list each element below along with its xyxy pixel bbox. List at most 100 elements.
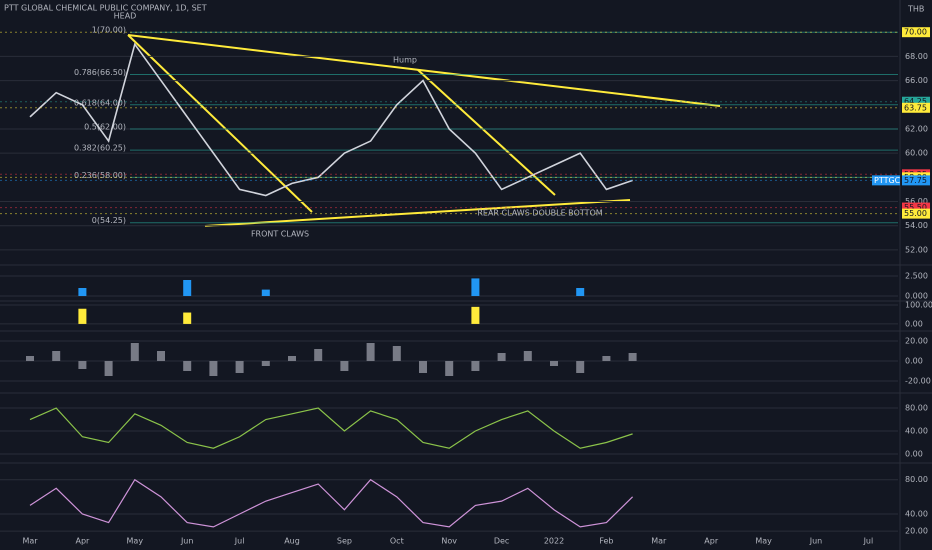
bar — [52, 351, 61, 361]
x-tick-label: Feb — [599, 537, 613, 546]
y-tick-label: 0.00 — [905, 357, 923, 366]
x-tick-label: Nov — [441, 537, 457, 546]
price-label: 70.00 — [904, 28, 927, 37]
price-badge — [902, 27, 930, 38]
x-tick-label: Jun — [180, 537, 194, 546]
series-line — [29, 407, 633, 449]
y-tick-label: 60.00 — [905, 149, 928, 158]
price-badge — [902, 175, 930, 186]
currency: THB — [907, 5, 924, 14]
bar — [497, 353, 506, 361]
bar — [235, 361, 244, 373]
series-line — [29, 478, 634, 528]
fib-label: 0.786(66.50) — [74, 68, 126, 77]
trend-line — [127, 34, 313, 213]
bar — [523, 351, 532, 361]
price-label: 64.25 — [904, 97, 927, 106]
y-tick-label: 62.00 — [905, 124, 928, 133]
bar — [130, 343, 139, 361]
bar — [314, 349, 323, 361]
bar — [78, 361, 87, 369]
x-tick-label: Sep — [337, 537, 352, 546]
bar — [576, 361, 585, 373]
y-tick-label: 20.00 — [905, 337, 928, 346]
fib-label: 0.382(60.25) — [74, 144, 126, 153]
x-tick-label: Aug — [284, 537, 300, 546]
bar — [78, 308, 87, 324]
trend-line — [204, 199, 631, 227]
annotation: REAR CLAWS DOUBLE BOTTOM — [477, 209, 602, 218]
price-badge — [902, 96, 930, 107]
chart-title: PTT GLOBAL CHEMICAL PUBLIC COMPANY, 1D, … — [4, 4, 207, 13]
x-tick-label: May — [127, 537, 144, 546]
x-tick-label: Jul — [863, 537, 874, 546]
x-tick-label: Jun — [809, 537, 823, 546]
x-tick-label: May — [755, 537, 772, 546]
y-tick-label: 100.00 — [905, 300, 932, 309]
annotation: HEAD — [114, 12, 137, 21]
y-tick-label: 80.00 — [905, 475, 928, 484]
bar — [628, 353, 637, 361]
series-line — [29, 42, 633, 197]
bar — [104, 361, 113, 376]
x-tick-label: Mar — [651, 537, 667, 546]
x-tick-label: Oct — [390, 537, 404, 546]
y-tick-label: 0.00 — [905, 449, 923, 458]
price-badge — [902, 208, 930, 219]
bar — [550, 361, 558, 366]
bar — [78, 288, 87, 296]
bar — [261, 289, 270, 296]
bar — [392, 346, 401, 361]
fib-label: 1(70.00) — [92, 26, 126, 35]
bar — [576, 288, 585, 296]
y-tick-label: 0.00 — [905, 319, 923, 328]
ticker-badge — [872, 175, 900, 186]
price-label: 55.00 — [904, 209, 927, 218]
price-label: 55.50 — [904, 203, 927, 212]
price-badge — [902, 102, 930, 113]
y-tick-label: 56.00 — [905, 197, 928, 206]
y-tick-label: 40.00 — [905, 427, 928, 436]
bar — [471, 361, 480, 371]
price-label: 57.75 — [904, 176, 927, 185]
bar — [471, 278, 480, 296]
bar — [183, 312, 192, 324]
x-tick-label: Dec — [494, 537, 509, 546]
bar — [26, 356, 34, 361]
bar — [157, 351, 165, 361]
bar — [419, 361, 427, 373]
annotation: FRONT CLAWS — [251, 230, 309, 239]
y-tick-label: 54.00 — [905, 221, 928, 230]
bar — [209, 361, 218, 376]
plot-layer: 52.00 54.00 56.00 60.00 62.00 66.00 68.00 1(70.… — [0, 12, 932, 546]
y-tick-label: 0.000 — [905, 292, 928, 301]
price-label: 63.75 — [904, 103, 927, 112]
bar — [445, 361, 454, 376]
bar — [340, 361, 349, 371]
annotation: Hump — [393, 56, 417, 65]
x-tick-label: Jul — [234, 537, 245, 546]
x-tick-label: Mar — [22, 537, 38, 546]
x-tick-label: Apr — [704, 537, 719, 546]
bar — [288, 356, 296, 361]
bar — [602, 356, 611, 361]
bar — [261, 361, 270, 366]
fib-label: 0(54.25) — [92, 216, 126, 225]
trend-lines — [127, 34, 721, 227]
y-tick-label: 80.00 — [905, 404, 928, 413]
fib-label: 0.5(62.00) — [84, 122, 126, 131]
y-tick-label: 40.00 — [905, 510, 928, 519]
y-tick-label: -20.00 — [905, 377, 931, 386]
trend-line — [417, 69, 556, 196]
ticker-label: PTTGC — [874, 176, 901, 185]
fib-label: 0.618(64.00) — [74, 98, 126, 107]
trend-line — [127, 34, 721, 107]
y-tick-label: 66.00 — [905, 76, 928, 85]
bar — [183, 280, 192, 296]
fib-label: 0.236(58.00) — [74, 171, 126, 180]
bar — [471, 306, 480, 324]
bar — [366, 343, 375, 361]
y-tick-label: 52.00 — [905, 245, 928, 254]
